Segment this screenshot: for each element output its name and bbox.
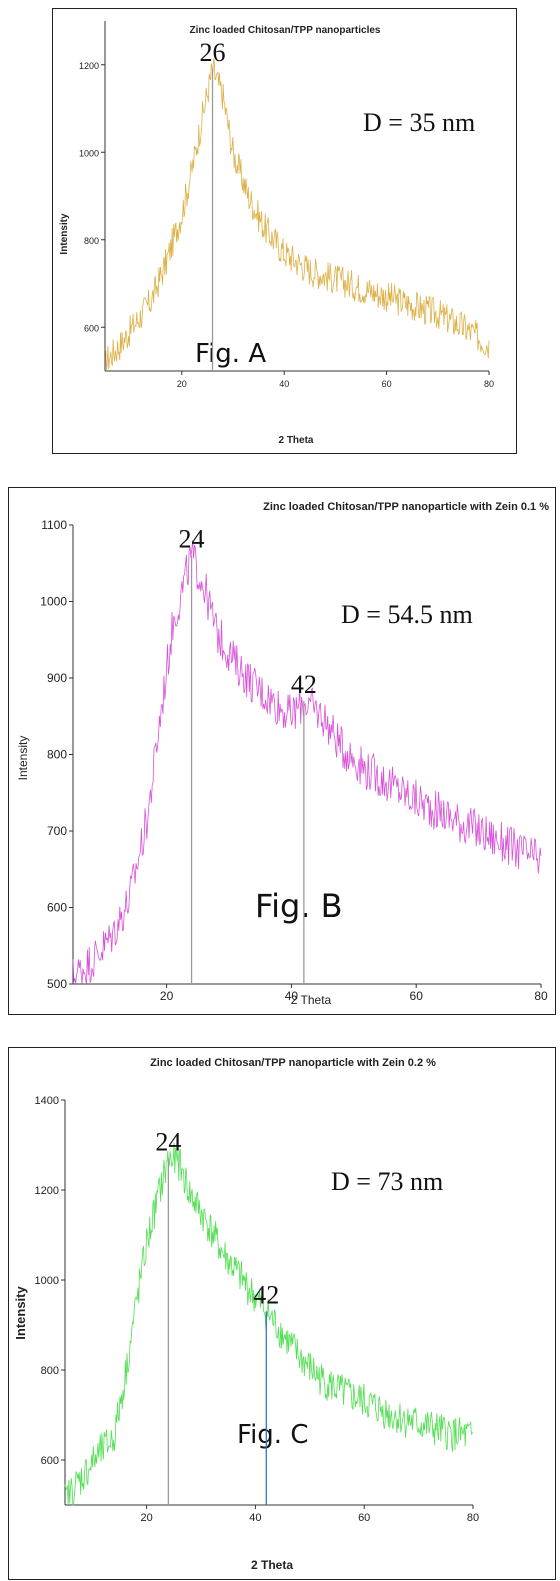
chart-a-xlabel: 2 Theta: [278, 435, 313, 446]
chart-b-y-tick-label: 800: [47, 748, 67, 762]
chart-c-x-tick-label: 20: [140, 1512, 152, 1524]
chart-b-xlabel: 2 Theta: [291, 993, 332, 1007]
chart-b-crystallite-size: D = 54.5 nm: [341, 600, 473, 629]
xrd-chart-c: Zinc loaded Chitosan/TPP nanoparticle wi…: [13, 1057, 479, 1572]
chart-b-x-tick-label: 40: [285, 989, 299, 1003]
chart-a-x-tick-label: 40: [279, 379, 289, 389]
chart-b-title: Zinc loaded Chitosan/TPP nanoparticle wi…: [263, 501, 549, 513]
chart-a-y-tick-label: 1000: [79, 148, 99, 158]
chart-c-xlabel: 2 Theta: [251, 1558, 293, 1572]
chart-c-x-tick-label: 60: [358, 1512, 370, 1524]
xrd-chart-a: Zinc loaded Chitosan/TPP nanoparticles 2…: [59, 21, 494, 446]
chart-a-crystallite-size: D = 35 nm: [363, 108, 475, 137]
chart-c-x-tick-label: 80: [467, 1512, 479, 1524]
chart-c-series-line: [64, 1142, 474, 1506]
chart-a-x-tick-label: 60: [382, 379, 392, 389]
chart-c-y-tick-label: 600: [41, 1455, 59, 1467]
chart-b-y-tick-label: 700: [47, 824, 67, 838]
chart-c-x-tick-label: 40: [249, 1512, 261, 1524]
chart-a-ylabel: Intensity: [59, 213, 70, 255]
chart-b-y-tick-label: 1100: [41, 518, 67, 532]
chart-c-peak-label: 24: [155, 1128, 181, 1157]
chart-b-x-tick-label: 80: [534, 989, 548, 1003]
chart-a-x-tick-label: 80: [484, 379, 494, 389]
chart-b-peak-label: 42: [291, 670, 317, 699]
chart-b-x-tick-label: 20: [160, 989, 174, 1003]
chart-b-peak-label: 24: [179, 525, 205, 554]
chart-a-figure-label: Fig. A: [195, 339, 266, 369]
chart-c-figure-label: Fig. C: [237, 1420, 308, 1450]
chart-c-y-tick-label: 800: [41, 1365, 59, 1377]
chart-c-title: Zinc loaded Chitosan/TPP nanoparticle wi…: [150, 1057, 436, 1069]
chart-b-figure-label: Fig. B: [255, 887, 343, 925]
chart-a-y-tick-label: 600: [84, 323, 99, 333]
chart-a-title: Zinc loaded Chitosan/TPP nanoparticles: [190, 25, 381, 36]
chart-b-y-tick-label: 1000: [40, 595, 67, 609]
chart-b-ylabel: Intensity: [16, 736, 30, 781]
xrd-chart-b: Zinc loaded Chitosan/TPP nanoparticle wi…: [16, 501, 549, 1007]
chart-c-y-tick-label: 1400: [35, 1095, 59, 1107]
chart-panel-c: Zinc loaded Chitosan/TPP nanoparticle wi…: [8, 1047, 556, 1580]
chart-b-y-tick-label: 600: [47, 901, 67, 915]
chart-c-y-tick-label: 1200: [35, 1185, 59, 1197]
chart-a-series-line: [104, 58, 490, 372]
chart-panel-a: Zinc loaded Chitosan/TPP nanoparticles 2…: [52, 8, 517, 454]
chart-c-ylabel: Intensity: [13, 1286, 28, 1340]
chart-panel-b: Zinc loaded Chitosan/TPP nanoparticle wi…: [8, 487, 556, 1015]
chart-c-y-tick-label: 1000: [35, 1275, 59, 1287]
chart-b-y-tick-label: 500: [47, 977, 67, 991]
chart-a-y-tick-label: 800: [84, 236, 99, 246]
chart-b-x-tick-label: 60: [410, 989, 424, 1003]
chart-a-y-tick-label: 1200: [79, 61, 99, 71]
chart-b-series-line: [72, 540, 542, 985]
chart-b-y-tick-label: 900: [47, 671, 67, 685]
chart-c-crystallite-size: D = 73 nm: [331, 1167, 443, 1196]
chart-c-peak-label: 42: [253, 1281, 279, 1310]
chart-a-peak-label: 26: [200, 38, 226, 67]
chart-a-x-tick-label: 20: [177, 379, 187, 389]
